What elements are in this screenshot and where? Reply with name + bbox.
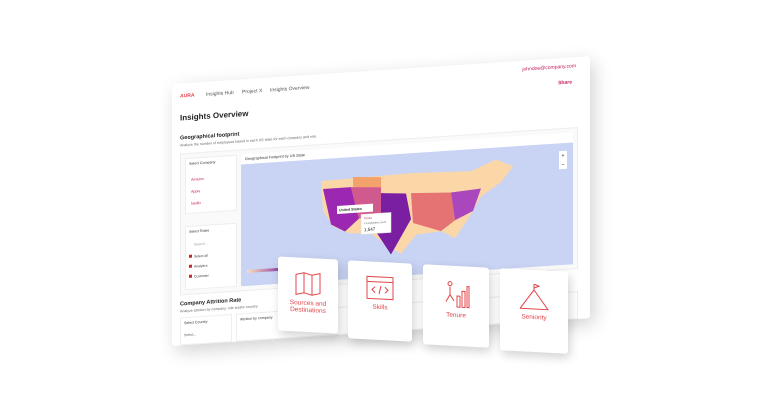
map-icon: [295, 272, 321, 296]
card-label: Tenure: [446, 311, 466, 320]
company-option[interactable]: Amazon: [191, 176, 205, 182]
company-option[interactable]: Apple: [191, 189, 201, 194]
role-option[interactable]: Select all: [189, 254, 208, 259]
feature-card[interactable]: Seniority: [500, 268, 568, 354]
code-icon: [366, 275, 394, 301]
filter-label: Select Company: [189, 160, 216, 166]
tenure-icon: [445, 281, 470, 309]
map-panel: Geographical Footprint by US State Unite…: [241, 132, 573, 287]
user-menu[interactable]: johndoe@company.com: [522, 63, 576, 73]
country-label: United States: [339, 207, 362, 213]
breadcrumb: Insights Overview: [270, 84, 310, 94]
feature-card[interactable]: Skills: [348, 260, 412, 342]
app-window: AURA Insights Hub Project X Insights Ove…: [172, 56, 590, 346]
map: United States Texas # Employees count 1,…: [241, 142, 573, 287]
breadcrumb[interactable]: Insights Hub: [206, 89, 234, 98]
country-filter: Select Country Select...: [180, 314, 232, 346]
page-title: Insights Overview: [180, 108, 249, 123]
role-option[interactable]: Customer: [189, 274, 209, 279]
region: [411, 192, 455, 232]
region: [353, 176, 381, 188]
zoom-controls[interactable]: [559, 150, 567, 170]
share-button[interactable]: Share: [558, 79, 572, 87]
region: [377, 193, 411, 255]
role-option[interactable]: Analytics: [189, 264, 208, 269]
tooltip: [360, 212, 392, 235]
card-label: Sources and Destinations: [289, 299, 327, 315]
card-label: Skills: [372, 303, 388, 312]
mountain-icon: [519, 283, 549, 311]
logo: AURA: [180, 92, 195, 100]
card-label: Seniority: [521, 313, 547, 322]
zoom-in[interactable]: +: [562, 153, 565, 159]
region: [451, 188, 481, 221]
tooltip-metric: # Employees count: [364, 220, 386, 225]
feature-card[interactable]: Tenure: [423, 264, 489, 348]
tooltip-value: 1,547: [364, 226, 376, 232]
company-filter: Select Company Amazon Apple Netflix: [185, 154, 237, 215]
geo-card: Select Company Amazon Apple Netflix Sele…: [180, 127, 578, 296]
search-box[interactable]: Search...: [194, 241, 208, 247]
role-label: Customer: [194, 273, 209, 279]
role-label: Analytics: [194, 263, 208, 269]
zoom-out[interactable]: −: [562, 162, 565, 168]
chart-title: Attrition by company: [240, 315, 273, 322]
roles-filter: Select Roles Search... Select all Analyt…: [185, 222, 237, 291]
company-option[interactable]: Netflix: [191, 201, 201, 206]
country-label-bg: [337, 203, 373, 215]
filter-label: Select Country: [184, 319, 208, 326]
breadcrumb[interactable]: Project X: [242, 88, 263, 96]
tooltip-state: Texas: [364, 216, 372, 221]
role-label: Select all: [194, 253, 208, 259]
feature-card[interactable]: Sources and Destinations: [278, 256, 338, 334]
filter-label: Select Roles: [189, 228, 210, 234]
dropdown[interactable]: Select...: [184, 332, 197, 338]
legend-scale: [247, 267, 287, 274]
